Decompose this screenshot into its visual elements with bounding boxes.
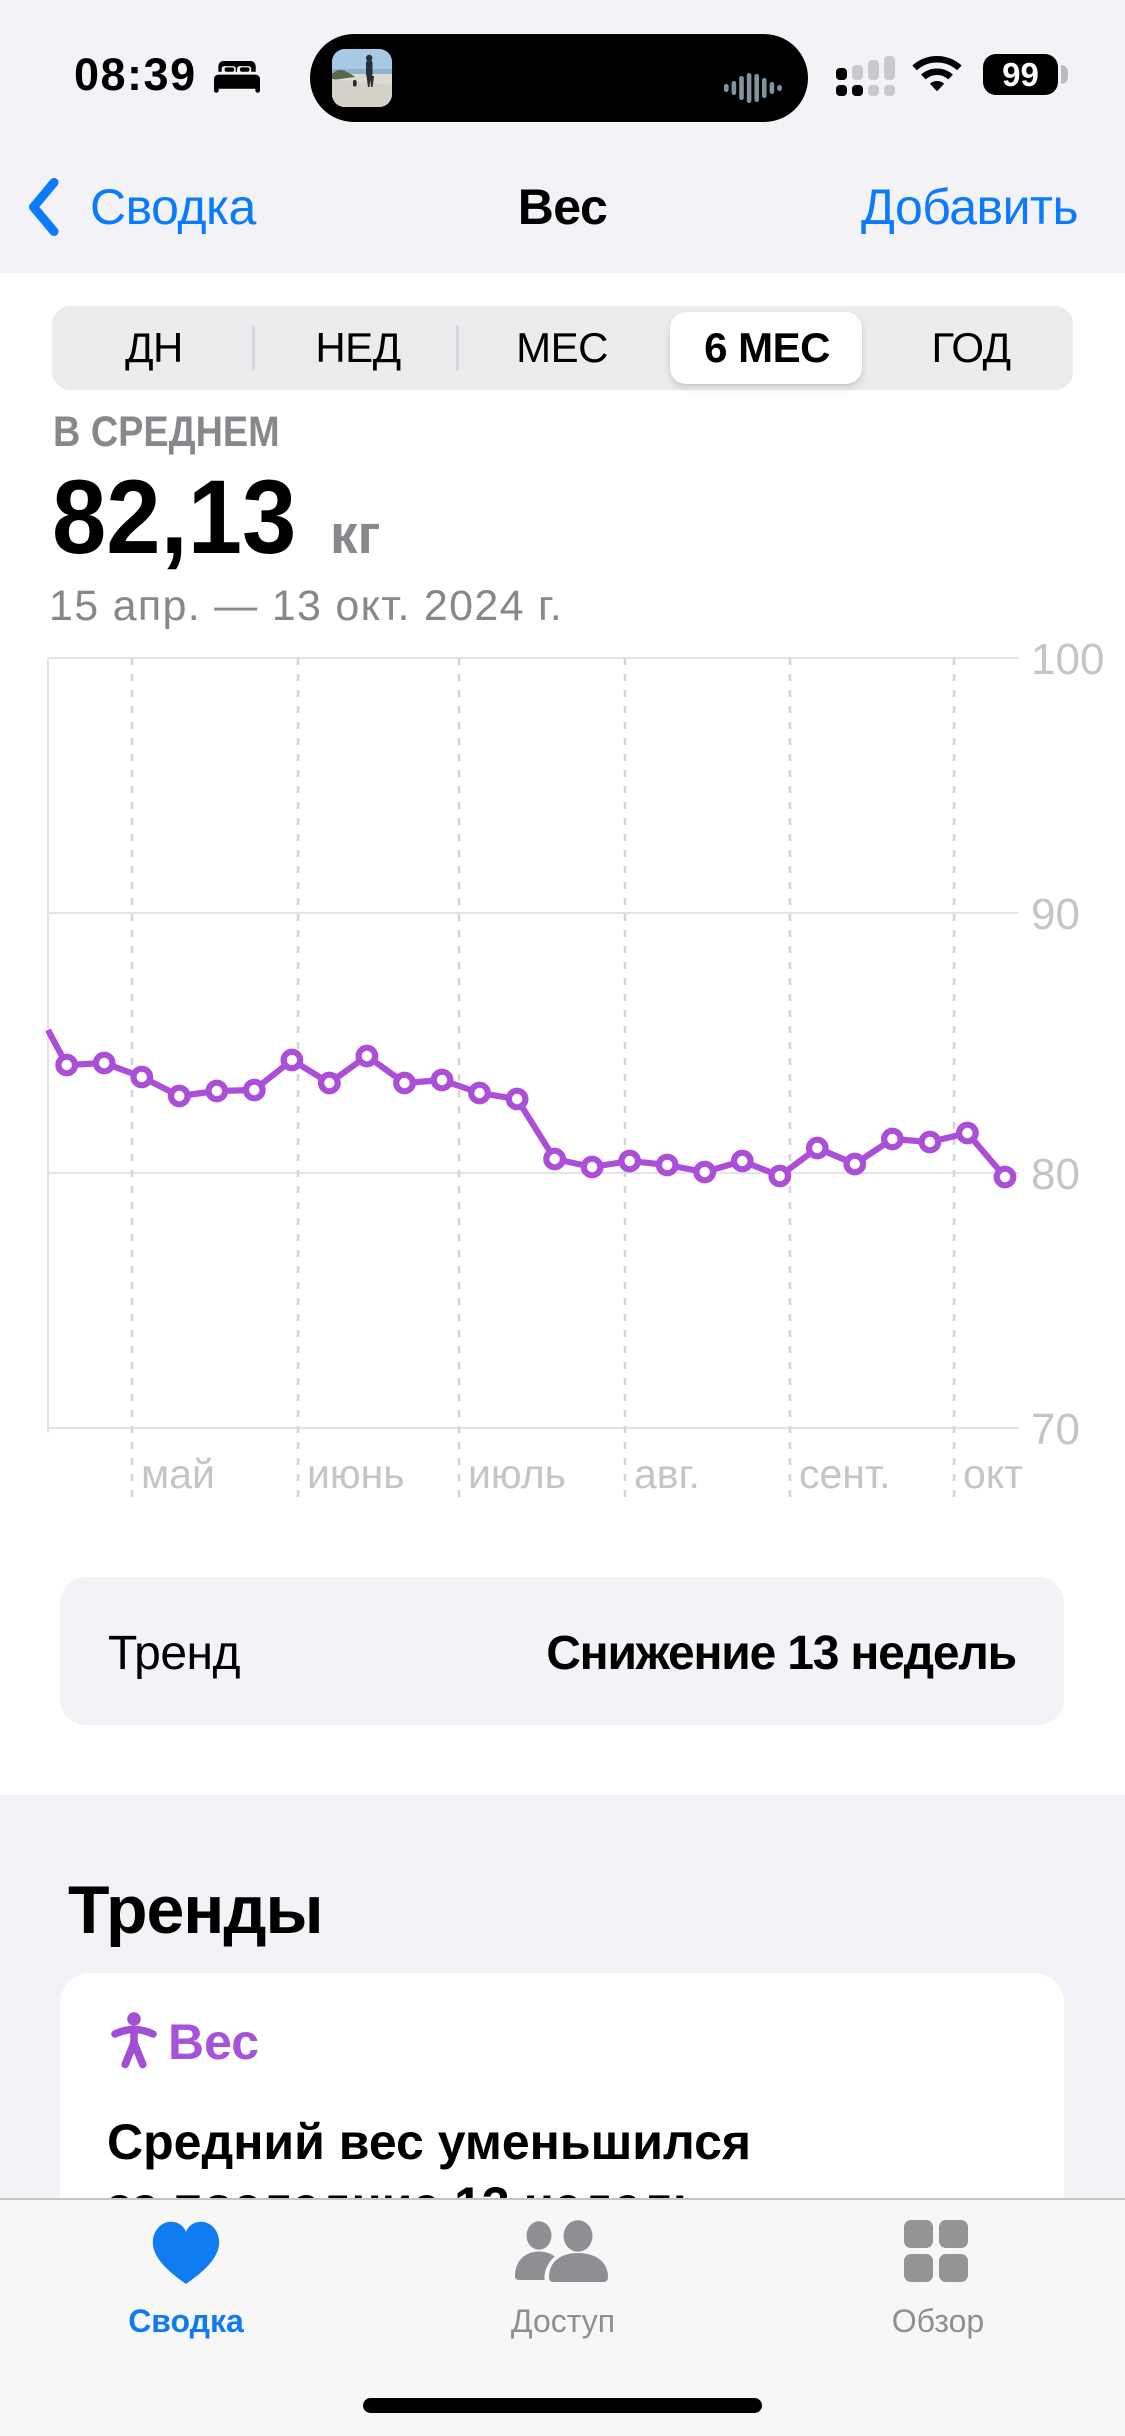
svg-text:авг.: авг. bbox=[634, 1451, 700, 1497]
svg-text:80: 80 bbox=[1031, 1150, 1080, 1199]
svg-text:окт: окт bbox=[963, 1451, 1023, 1497]
svg-text:70: 70 bbox=[1031, 1405, 1080, 1454]
svg-text:июнь: июнь bbox=[307, 1451, 405, 1497]
svg-text:сент.: сент. bbox=[799, 1451, 891, 1497]
svg-text:100: 100 bbox=[1031, 635, 1104, 684]
svg-text:июль: июль bbox=[468, 1451, 566, 1497]
svg-text:90: 90 bbox=[1031, 890, 1080, 939]
svg-text:май: май bbox=[141, 1451, 215, 1497]
